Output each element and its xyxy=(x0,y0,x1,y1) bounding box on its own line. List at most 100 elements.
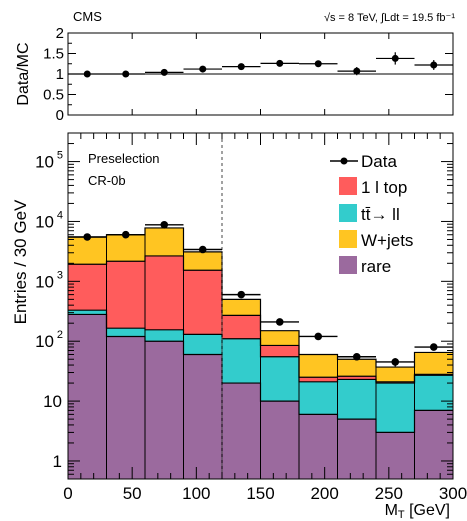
legend-wjets-label: W+jets xyxy=(361,231,413,250)
main-xtick-label: 250 xyxy=(375,484,403,503)
x-axis-title-sub: T xyxy=(398,509,405,521)
ratio-point xyxy=(160,68,168,76)
ratio-ytick-label: 0 xyxy=(56,107,64,124)
bar-segment xyxy=(145,329,184,342)
header-cms-label: CMS xyxy=(73,9,102,24)
bar-segment xyxy=(145,227,184,256)
data-point xyxy=(275,318,284,326)
ratio-point xyxy=(430,61,438,69)
bar-segment xyxy=(337,376,377,380)
ratio-point xyxy=(276,59,284,67)
ratio-point xyxy=(314,60,322,68)
legend-wjets-swatch xyxy=(339,230,357,248)
main-xtick-label: 100 xyxy=(182,484,210,503)
bar-segment xyxy=(106,336,146,479)
legend-ttbar-label: tt̄→ ll xyxy=(361,205,400,224)
bar-segment xyxy=(145,341,184,479)
bar-segment xyxy=(68,310,107,315)
main-ylabel: Entries / 30 GeV xyxy=(11,199,30,324)
bar-segment xyxy=(106,328,146,337)
bar-segment xyxy=(414,410,454,479)
bar-segment xyxy=(183,270,223,335)
legend-one-lepton-swatch xyxy=(339,177,357,195)
legend: Data 1 l top tt̄→ ll W+jets rare xyxy=(330,152,413,276)
ratio-point xyxy=(353,67,361,75)
annotation-region: CR-0b xyxy=(88,173,126,188)
bar-segment xyxy=(106,261,146,329)
ratio-frame xyxy=(67,32,454,116)
main-ytick-label: 10 xyxy=(35,153,54,172)
x-axis-title: MT [GeV] xyxy=(385,502,450,521)
legend-data-label: Data xyxy=(361,152,397,171)
bar-segment xyxy=(376,383,415,433)
bar-segment xyxy=(376,432,415,479)
bar-segment xyxy=(183,354,223,479)
bar-segment xyxy=(299,414,338,479)
bar-segment xyxy=(183,251,223,271)
bar-segment xyxy=(145,255,184,330)
legend-ttbar-swatch xyxy=(339,204,357,222)
ratio-ytick-label: 1 xyxy=(56,66,64,83)
bar-segment xyxy=(106,234,146,262)
main-xtick-label: 0 xyxy=(63,484,72,503)
bar-segment xyxy=(260,345,300,357)
bar-segment xyxy=(222,383,261,479)
bar-segment xyxy=(414,375,454,411)
main-ytick-label: 10 xyxy=(35,332,54,351)
bar-segment xyxy=(222,299,261,316)
data-point xyxy=(83,233,92,241)
bar-segment xyxy=(376,367,415,382)
ratio-point xyxy=(122,70,130,78)
ratio-ylabel: Data/MC xyxy=(15,42,32,105)
bar-segment xyxy=(337,379,377,420)
ratio-ytick-label: 0.5 xyxy=(43,87,64,104)
main-frame xyxy=(67,132,454,480)
bar-segment xyxy=(68,264,107,311)
bar-segment xyxy=(299,377,338,382)
bar-segment xyxy=(222,315,261,339)
data-point xyxy=(160,220,169,229)
legend-data-marker xyxy=(340,157,348,165)
bar-segment xyxy=(414,352,454,375)
ratio-ytick-label: 1.5 xyxy=(43,46,64,63)
bar-segment xyxy=(222,338,261,384)
bar-segment xyxy=(260,330,300,346)
data-point xyxy=(391,358,400,366)
bar-segment xyxy=(299,381,338,415)
bar-segment xyxy=(183,334,223,355)
ratio-point xyxy=(237,63,245,71)
x-axis-title-unit: [GeV] xyxy=(405,502,450,519)
main-xtick-label: 50 xyxy=(123,484,142,503)
legend-rare-swatch xyxy=(339,256,357,274)
main-xtick-label: 300 xyxy=(439,484,467,503)
bar-segment xyxy=(299,354,338,378)
data-point xyxy=(121,230,130,239)
data-point xyxy=(237,290,246,299)
main-ytick-label: 10 xyxy=(35,272,54,291)
bar-segment xyxy=(68,314,107,479)
main-xtick-label: 200 xyxy=(310,484,338,503)
main-ytick-label: 10 xyxy=(43,392,62,411)
main-ytick-label: 10 xyxy=(35,212,54,231)
data-point xyxy=(352,352,361,361)
data-point xyxy=(198,245,207,254)
bar-segment xyxy=(68,236,107,265)
data-point xyxy=(429,343,438,351)
data-point xyxy=(314,332,323,341)
bar-segment xyxy=(337,419,377,479)
bar-segment xyxy=(260,401,300,479)
bar-segment xyxy=(376,381,415,384)
legend-one-lepton-label: 1 l top xyxy=(361,178,407,197)
main-ytick-exponent: 4 xyxy=(57,209,63,221)
ratio-point xyxy=(83,70,91,78)
header-lumi-label: √s = 8 TeV, ∫Ldt = 19.5 fb⁻¹ xyxy=(324,12,455,24)
bar-segment xyxy=(260,356,300,402)
ratio-point xyxy=(391,54,399,62)
ratio-point xyxy=(199,65,207,73)
annotation-preselection: Preselection xyxy=(88,151,160,166)
main-xtick-label: 150 xyxy=(246,484,274,503)
x-axis-title-m: M xyxy=(385,502,398,519)
